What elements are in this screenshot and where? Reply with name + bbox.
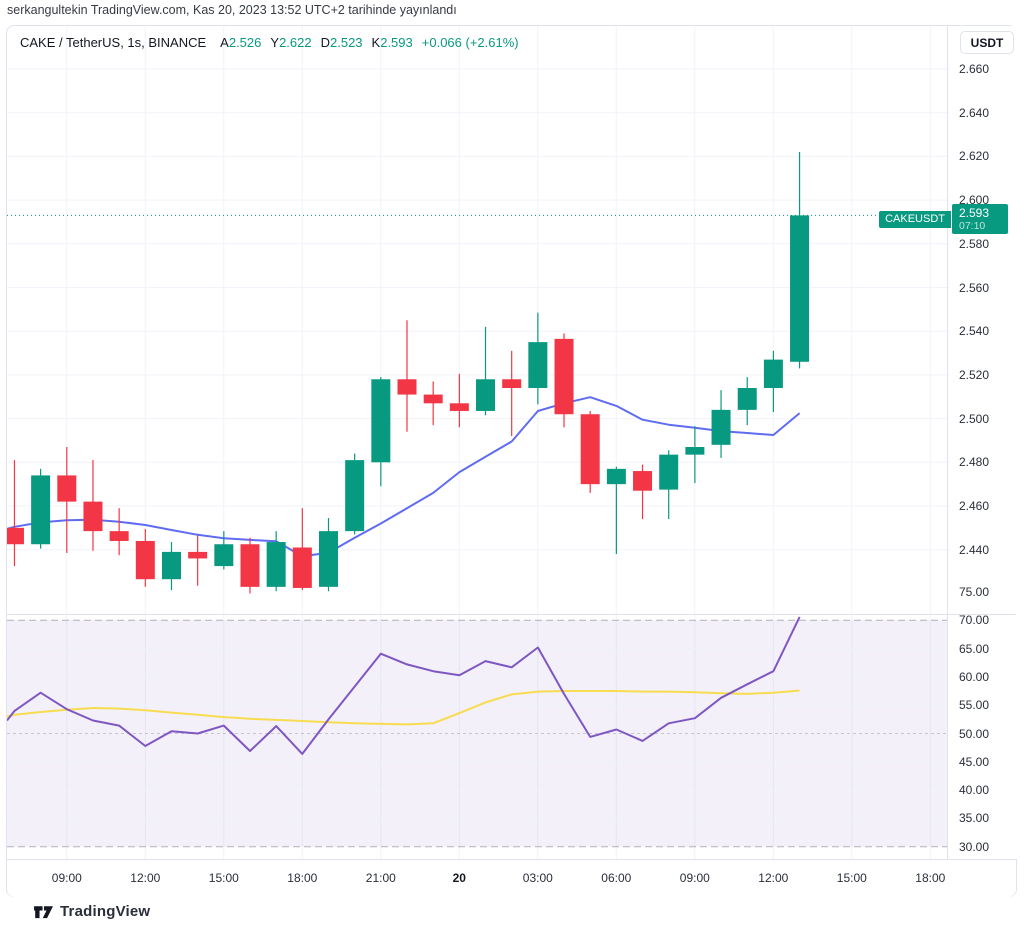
last-price-label: CAKEUSDT 2.593 07:10 xyxy=(879,204,1008,234)
time-tick-label: 18:00 xyxy=(915,871,946,885)
legend-change: +0.066 (+2.61%) xyxy=(421,35,519,50)
candle xyxy=(83,501,103,532)
candle xyxy=(31,475,51,545)
candle xyxy=(292,547,312,588)
axis-tick-label: 2.560 xyxy=(959,280,990,295)
axis-tick-label: 2.640 xyxy=(959,105,990,120)
axis-tick-label: 2.440 xyxy=(959,542,990,557)
candle xyxy=(423,394,443,404)
axis-tick-label: 2.600 xyxy=(959,193,990,208)
candle xyxy=(633,471,653,491)
rsi-ma-line xyxy=(7,689,800,726)
axis-tick-label: 70.00 xyxy=(959,613,990,628)
candle xyxy=(371,379,391,463)
candle xyxy=(659,454,679,490)
price-label-countdown: 07:10 xyxy=(959,220,986,232)
chart-legend: CAKE / TetherUS, 1s, BINANCE A2.526 Y2.622… xyxy=(20,35,519,50)
candle xyxy=(345,460,365,532)
axis-tick-label: 2.540 xyxy=(959,324,990,339)
time-tick-label: 09:00 xyxy=(51,871,82,885)
time-tick-label: 06:00 xyxy=(601,871,632,885)
tradingview-logo-link[interactable]: TradingView xyxy=(34,903,150,920)
legend-close: K2.593 xyxy=(371,35,413,50)
rsi-band xyxy=(7,620,947,847)
candle xyxy=(737,388,757,410)
candle xyxy=(606,468,626,485)
candle xyxy=(109,531,129,541)
candle xyxy=(57,475,77,502)
time-tick-label: 12:00 xyxy=(130,871,161,885)
candle xyxy=(502,379,522,389)
candle xyxy=(319,531,338,587)
axis-tick-label: 2.580 xyxy=(959,236,990,251)
time-tick-label: 03:00 xyxy=(522,871,553,885)
candle xyxy=(685,447,705,455)
axis-tick-label: 2.520 xyxy=(959,367,990,382)
candle xyxy=(449,403,469,411)
axis-tick-label: 45.00 xyxy=(959,754,990,769)
axis-tick-label: 30.00 xyxy=(959,839,990,854)
axis-tick-label: 55.00 xyxy=(959,698,990,713)
axis-tick-label: 35.00 xyxy=(959,811,990,826)
axis-tick-label: 75.00 xyxy=(959,585,990,599)
time-tick-label: 15:00 xyxy=(208,871,239,885)
candle xyxy=(7,527,24,545)
axis-tick-label: 2.460 xyxy=(959,499,990,513)
axis-tick-label: 40.00 xyxy=(959,783,990,798)
legend-symbol[interactable]: CAKE / TetherUS, 1s, BINANCE xyxy=(20,35,207,50)
axis-tick-label: 2.660 xyxy=(959,62,990,76)
legend-high: Y2.622 xyxy=(270,35,312,50)
candle xyxy=(240,544,260,587)
candle xyxy=(763,359,783,389)
chart-widget-frame: CAKE / TetherUS, 1s, BINANCE A2.526 Y2.622… xyxy=(6,25,1018,897)
candle xyxy=(266,542,286,587)
chart-canvas[interactable] xyxy=(7,26,947,859)
axis-tick-label: 2.500 xyxy=(959,411,990,426)
candle xyxy=(161,551,181,580)
time-tick-label: 21:00 xyxy=(365,871,396,885)
time-tick-label: 12:00 xyxy=(758,871,789,885)
axis-tick-label: 50.00 xyxy=(959,726,990,741)
price-label-symbol: CAKEUSDT xyxy=(879,210,951,228)
candle xyxy=(476,379,496,411)
currency-toggle-button[interactable]: USDT xyxy=(960,31,1014,54)
candle xyxy=(188,551,208,559)
candle xyxy=(135,540,155,580)
candle xyxy=(711,409,731,445)
publish-banner: serkangultekin TradingView.com, Kas 20, … xyxy=(7,3,457,17)
ma-line xyxy=(7,396,801,558)
rsi-line xyxy=(7,616,801,755)
legend-open: A2.526 xyxy=(220,35,262,50)
time-tick-label: 09:00 xyxy=(679,871,710,885)
time-tick-label: 18:00 xyxy=(287,871,318,885)
pane-separator[interactable] xyxy=(7,614,1016,615)
price-label-value: 2.593 xyxy=(959,206,990,220)
candle xyxy=(580,414,600,485)
legend-low: D2.523 xyxy=(320,35,363,50)
time-axis[interactable]: 09:00 12:00 15:00 18:00 21:00 20 03:00 06:00 09:… xyxy=(7,859,1016,897)
candle xyxy=(554,338,574,415)
candle xyxy=(214,544,234,567)
candle xyxy=(397,379,417,395)
axis-tick-label: 2.480 xyxy=(959,455,990,470)
axis-tick-label: 2.620 xyxy=(959,149,990,164)
axis-tick-label: 60.00 xyxy=(959,669,990,684)
tradingview-brand-text: TradingView xyxy=(60,903,151,920)
candle xyxy=(528,342,548,389)
price-axis[interactable]: USDT 2.660 2.640 2.620 2.600 2.580 2.560 2.540… xyxy=(947,26,1018,859)
candle xyxy=(790,215,810,362)
axis-tick-label: 65.00 xyxy=(959,641,990,656)
time-tick-label: 20 xyxy=(452,871,466,885)
time-tick-label: 15:00 xyxy=(836,871,867,885)
tradingview-icon xyxy=(34,906,53,919)
